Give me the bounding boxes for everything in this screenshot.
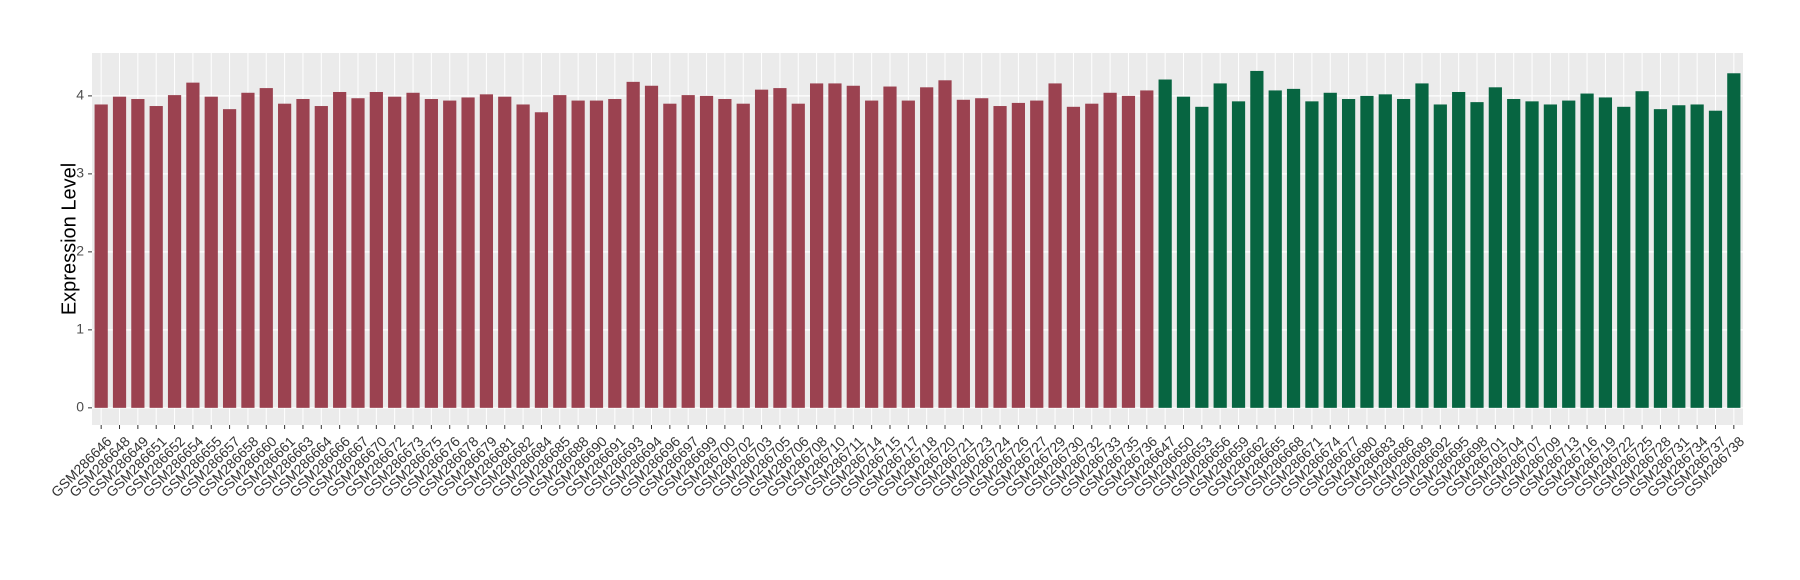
bar: [608, 99, 622, 408]
bar: [1708, 110, 1723, 408]
bar: [810, 83, 824, 408]
bar: [1195, 106, 1209, 408]
bar: [938, 80, 952, 408]
bar: [626, 81, 640, 408]
y-tick-label: 2: [76, 243, 84, 259]
bar: [1580, 93, 1594, 408]
bar: [1048, 83, 1062, 408]
bar: [296, 99, 310, 408]
bar: [1617, 106, 1631, 408]
bar: [865, 100, 879, 408]
bar: [1727, 73, 1741, 408]
bar: [1231, 101, 1246, 408]
bar: [443, 100, 457, 408]
y-tick-label: 3: [76, 165, 84, 181]
bar: [351, 98, 365, 408]
bar: [1323, 92, 1337, 408]
bar: [993, 106, 1007, 408]
bar: [1690, 104, 1704, 408]
bar: [956, 99, 970, 408]
bar: [186, 82, 200, 408]
bar: [461, 97, 475, 408]
y-tick-label: 1: [76, 321, 84, 337]
bar: [1176, 96, 1191, 408]
bar: [553, 95, 567, 408]
y-axis-title: Expression Level: [58, 163, 80, 315]
bar: [1543, 104, 1557, 408]
bar: [498, 96, 512, 408]
bar: [571, 100, 585, 408]
bar: [278, 103, 292, 408]
bar: [1121, 95, 1136, 408]
bar: [1415, 83, 1429, 408]
bar: [204, 96, 218, 408]
y-tick-label: 0: [76, 399, 84, 415]
bar: [1085, 103, 1099, 408]
bar: [1360, 95, 1374, 408]
bar: [1525, 101, 1539, 408]
bar: [1158, 79, 1172, 408]
bar: [1066, 106, 1081, 408]
bar: [1452, 91, 1466, 408]
bar: [222, 109, 237, 408]
bar: [479, 94, 494, 408]
bar: [534, 112, 549, 408]
y-tick-label: 4: [76, 87, 84, 103]
bar: [369, 91, 383, 408]
bar: [94, 104, 108, 408]
bar: [828, 83, 842, 408]
bar: [718, 99, 732, 408]
bar: [1305, 101, 1319, 408]
bar: [644, 85, 659, 408]
bar: [241, 92, 255, 408]
bar: [1341, 99, 1356, 408]
bar: [1598, 97, 1613, 408]
bar: [773, 88, 787, 408]
bar: [388, 96, 402, 408]
bar: [1011, 102, 1025, 408]
bar: [424, 99, 438, 408]
bar: [736, 103, 750, 408]
bar: [1672, 105, 1686, 408]
bar: [1433, 104, 1447, 408]
bar: [112, 96, 127, 408]
bar: [1286, 88, 1301, 408]
bar: [975, 98, 989, 408]
bar: [883, 86, 897, 408]
bar: [1103, 92, 1117, 408]
bar: [1268, 90, 1282, 408]
bar: [259, 88, 273, 408]
bar: [1397, 99, 1411, 408]
bar: [699, 95, 714, 408]
bar: [791, 103, 805, 408]
bar: [1653, 109, 1668, 408]
bar: [406, 92, 420, 408]
bar: [1030, 100, 1044, 408]
bar: [663, 103, 677, 408]
bar: [314, 106, 328, 408]
bar: [901, 100, 915, 408]
bar: [1250, 70, 1264, 408]
bar: [1488, 87, 1502, 408]
bar: [1378, 94, 1392, 408]
bar: [754, 89, 769, 408]
bar: [1470, 102, 1484, 408]
bar: [920, 87, 934, 408]
bar: [1140, 90, 1154, 408]
bar: [131, 99, 145, 408]
plot-background: [92, 53, 1743, 425]
bar: [1635, 91, 1649, 408]
bar: [167, 95, 182, 408]
bar: [846, 85, 860, 408]
bar: [1507, 99, 1521, 408]
bar: [1213, 83, 1227, 408]
bar: [589, 100, 604, 408]
bar: [333, 91, 347, 408]
bar: [149, 106, 163, 408]
bar: [681, 95, 695, 408]
bar: [516, 104, 530, 408]
bar: [1562, 100, 1576, 408]
